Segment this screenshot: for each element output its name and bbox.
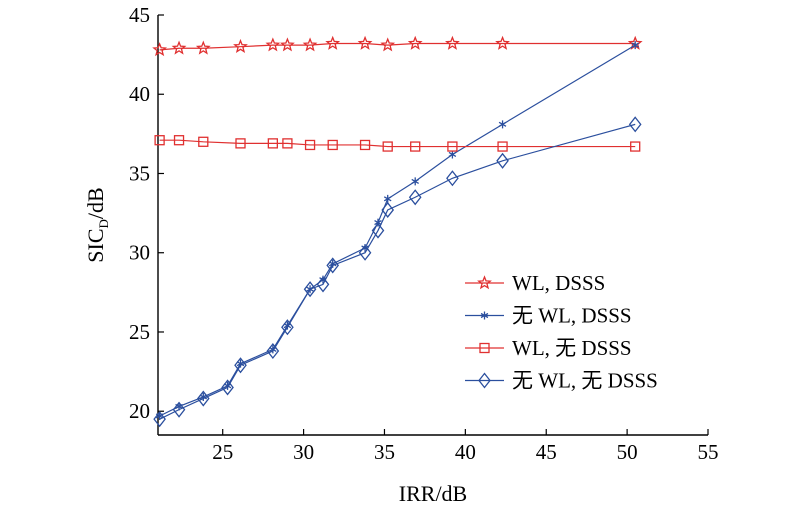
diamond-data-point — [358, 244, 372, 261]
y-axis-title-suffix: /dB — [83, 187, 108, 219]
y-tick-label: 25 — [129, 320, 150, 344]
y-tick-label: 30 — [129, 241, 150, 265]
star-data-point — [233, 38, 248, 53]
square-data-point — [382, 141, 393, 152]
star-data-point — [195, 40, 211, 55]
star-data-point — [171, 40, 187, 55]
series-line — [159, 123, 636, 420]
asterisk-data-point — [448, 150, 457, 159]
star-data-point — [302, 37, 318, 52]
y-axis-title-main: SIC — [83, 228, 108, 262]
square-data-point — [173, 135, 185, 146]
legend: WL, DSSS 无 WL, DSSS WL, 无 DSSS 无 WL, 无 DSSS — [465, 271, 658, 393]
diamond-data-point — [172, 401, 186, 418]
diamond-data-point — [408, 189, 422, 206]
square-data-point — [304, 139, 316, 151]
legend-item: WL, 无 DSSS — [465, 336, 632, 360]
diamond-data-point — [153, 411, 166, 428]
asterisk-data-point — [498, 120, 507, 129]
plot-area — [157, 15, 708, 436]
legend-item: WL, DSSS — [465, 271, 605, 295]
star-data-point — [495, 35, 510, 50]
square-data-point — [359, 139, 371, 151]
x-tick-label: 35 — [374, 440, 395, 464]
star-data-point — [280, 37, 295, 52]
diamond-data-point — [371, 222, 385, 239]
square-data-point — [235, 138, 246, 149]
series-4 — [153, 116, 642, 428]
diamond-data-point — [326, 257, 340, 274]
diamond-data-point — [303, 281, 317, 298]
series-3 — [154, 135, 641, 152]
legend-diamond-marker — [478, 372, 491, 389]
series-line — [159, 44, 636, 417]
star-data-point — [445, 35, 460, 50]
series-2 — [155, 41, 639, 420]
square-data-point — [267, 138, 279, 149]
legend-label: WL, DSSS — [512, 271, 605, 295]
square-data-point — [447, 141, 458, 152]
legend-label: 无 WL, DSSS — [512, 304, 632, 328]
asterisk-data-point — [631, 41, 639, 50]
legend-asterisk-marker — [480, 311, 489, 320]
x-tick-label: 50 — [617, 440, 638, 464]
diamond-data-point — [381, 201, 395, 218]
diamond-data-point — [266, 342, 280, 360]
series-layer — [152, 35, 643, 428]
diamond-data-point — [221, 379, 234, 396]
legend-label: 无 WL, 无 DSSS — [512, 369, 658, 393]
y-tick-label: 20 — [129, 399, 150, 423]
diamond-data-point — [496, 152, 509, 169]
star-data-point — [325, 35, 341, 50]
diamond-data-point — [281, 319, 294, 336]
square-data-point — [198, 136, 209, 147]
star-data-point — [357, 35, 373, 50]
legend-item: 无 WL, DSSS — [465, 304, 632, 328]
star-data-point — [265, 37, 281, 52]
series-line — [159, 42, 636, 51]
y-tick-label: 40 — [129, 82, 150, 106]
diamond-data-point — [628, 116, 642, 133]
diamond-data-point — [446, 170, 459, 187]
star-data-point — [152, 42, 168, 57]
star-data-point — [380, 37, 396, 52]
asterisk-data-point — [383, 194, 392, 203]
x-tick-label: 40 — [455, 440, 476, 464]
x-tick-label: 55 — [698, 440, 719, 464]
diamond-data-point — [196, 390, 210, 407]
series-line — [159, 139, 636, 148]
square-data-point — [497, 141, 508, 152]
square-data-point — [410, 141, 421, 152]
series-1 — [152, 35, 643, 57]
x-tick-label: 30 — [293, 440, 314, 464]
star-data-point — [407, 35, 423, 50]
axis-ticks: 25 30 35 40 45 50 55 20 25 30 35 40 45 — [129, 3, 719, 464]
y-axis-title-subscript: D — [96, 219, 111, 228]
x-tick-label: 25 — [212, 440, 233, 464]
y-tick-label: 35 — [129, 161, 150, 185]
square-data-point — [282, 138, 293, 149]
x-tick-label: 45 — [536, 440, 557, 464]
diamond-data-point — [316, 276, 330, 293]
x-axis-title: IRR/dB — [399, 481, 467, 506]
square-data-point — [630, 141, 641, 152]
asterisk-data-point — [411, 177, 419, 186]
square-data-point — [154, 135, 165, 146]
y-axis-title: SICD/dB — [83, 187, 111, 262]
diamond-data-point — [234, 357, 247, 374]
y-tick-label: 45 — [129, 3, 150, 27]
asterisk-data-point — [199, 392, 208, 401]
square-data-point — [327, 139, 338, 151]
legend-label: WL, 无 DSSS — [512, 336, 632, 360]
legend-star-marker — [477, 275, 492, 290]
legend-square-marker — [479, 342, 490, 354]
legend-item: 无 WL, 无 DSSS — [465, 369, 658, 393]
